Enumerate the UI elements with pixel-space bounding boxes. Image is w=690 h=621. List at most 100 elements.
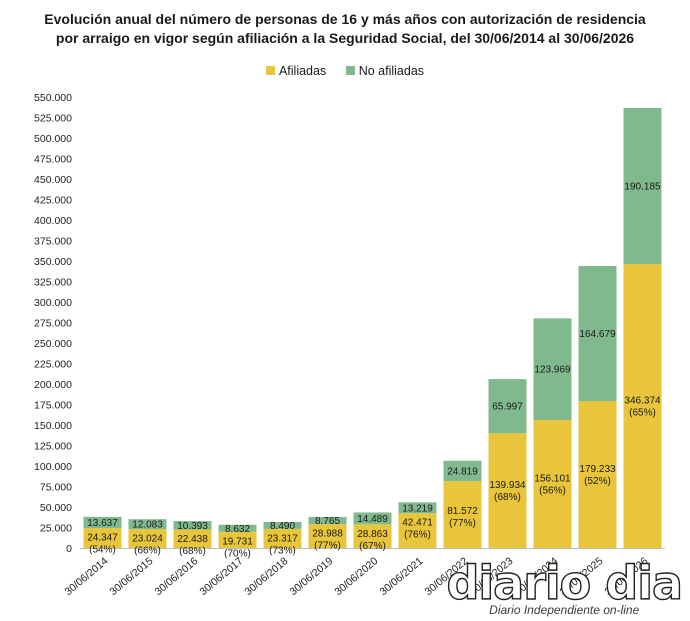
bar-no-afiliadas <box>128 519 167 530</box>
data-label-afiliadas: 139.934 <box>489 480 526 491</box>
chart-title-line-1: Evolución anual del número de personas d… <box>44 11 646 27</box>
y-tick-label: 425.000 <box>34 195 72 207</box>
bar-afiliadas <box>308 524 347 548</box>
bar-afiliadas <box>218 531 257 548</box>
data-label-no-afiliadas: 8.632 <box>225 524 250 535</box>
bar-afiliadas <box>623 263 662 548</box>
y-tick-label: 100.000 <box>34 461 72 473</box>
legend-swatch-afiliadas <box>265 66 275 75</box>
y-tick-label: 550.000 <box>34 92 72 104</box>
watermark-logo: diario dia <box>446 556 684 610</box>
bar-afiliadas <box>578 401 617 548</box>
data-label-no-afiliadas: 24.819 <box>447 466 478 477</box>
bar-no-afiliadas <box>488 379 527 434</box>
y-tick-label: 350.000 <box>34 256 72 268</box>
bar-afiliadas <box>443 481 482 548</box>
data-label-no-afiliadas: 10.393 <box>177 521 208 532</box>
y-tick-label: 175.000 <box>34 400 72 412</box>
legend-swatch-no-afiliadas <box>345 66 355 75</box>
watermark: diario dia Diario Independiente on-line <box>446 556 684 617</box>
bar-no-afiliadas <box>308 517 347 525</box>
bar-afiliadas <box>128 529 167 548</box>
data-label-afiliadas: 28.863 <box>357 529 388 540</box>
bar-no-afiliadas <box>623 108 662 264</box>
y-tick-label: 150.000 <box>34 420 72 432</box>
x-tick-label: 30/06/2018 <box>242 555 290 598</box>
data-label-no-afiliadas: 14.489 <box>357 514 388 525</box>
y-tick-label: 200.000 <box>34 379 72 391</box>
x-tick-label: 30/06/2016 <box>152 555 200 598</box>
data-label-percent: (77%) <box>314 541 341 552</box>
data-label-no-afiliadas: 13.637 <box>87 518 118 529</box>
x-tick-label: 30/06/2015 <box>107 555 155 598</box>
data-label-afiliadas: 346.374 <box>624 395 661 406</box>
chart-legend: Afiliadas No afiliadas <box>0 64 690 78</box>
data-label-percent: (52%) <box>584 476 611 487</box>
bar-no-afiliadas <box>443 460 482 482</box>
data-label-percent: (54%) <box>89 545 116 556</box>
bar-no-afiliadas <box>578 265 617 402</box>
data-label-percent: (68%) <box>179 546 206 557</box>
data-label-percent: (66%) <box>134 546 161 557</box>
data-label-no-afiliadas: 8.765 <box>315 516 340 527</box>
bar-no-afiliadas <box>398 502 437 514</box>
data-label-afiliadas: 23.024 <box>132 534 163 545</box>
bar-no-afiliadas <box>533 318 572 420</box>
bar-afiliadas <box>173 529 212 548</box>
y-tick-label: 275.000 <box>34 318 72 330</box>
bar-afiliadas <box>488 433 527 548</box>
data-label-no-afiliadas: 12.083 <box>132 520 163 531</box>
chart-title: Evolución anual del número de personas d… <box>0 10 690 48</box>
y-tick-label: 300.000 <box>34 297 72 309</box>
bar-afiliadas <box>533 419 572 548</box>
y-tick-label: 475.000 <box>34 154 72 166</box>
data-label-no-afiliadas: 8.490 <box>270 521 295 532</box>
y-tick-label: 125.000 <box>34 441 72 453</box>
y-tick-label: 400.000 <box>34 215 72 227</box>
data-label-no-afiliadas: 190.185 <box>624 181 661 192</box>
data-label-afiliadas: 81.572 <box>447 506 478 517</box>
data-label-percent: (56%) <box>539 485 566 496</box>
x-tick-label: 30/06/2020 <box>332 555 380 598</box>
legend-label-no-afiliadas: No afiliadas <box>358 64 425 78</box>
x-tick-label: 30/06/2021 <box>377 555 425 598</box>
data-label-afiliadas: 156.101 <box>534 473 571 484</box>
y-tick-label: 500.000 <box>34 133 72 145</box>
x-tick-label: 30/06/2014 <box>62 555 110 598</box>
data-label-afiliadas: 23.317 <box>267 533 298 544</box>
y-tick-label: 25.000 <box>40 523 72 535</box>
y-tick-label: 450.000 <box>34 174 72 186</box>
data-label-percent: (77%) <box>449 518 476 529</box>
bar-afiliadas <box>353 524 392 548</box>
bar-afiliadas <box>398 513 437 548</box>
bar-no-afiliadas <box>83 516 122 529</box>
data-label-afiliadas: 22.438 <box>177 534 208 545</box>
chart-title-line-2: por arraigo en vigor según afiliación a … <box>55 30 635 46</box>
y-tick-label: 525.000 <box>34 113 72 125</box>
data-label-afiliadas: 28.988 <box>312 529 343 540</box>
bar-no-afiliadas <box>353 512 392 525</box>
data-label-percent: (73%) <box>269 545 296 556</box>
y-tick-label: 375.000 <box>34 236 72 248</box>
data-label-no-afiliadas: 123.969 <box>534 365 571 376</box>
data-label-no-afiliadas: 13.219 <box>402 503 433 514</box>
data-label-percent: (65%) <box>629 407 656 418</box>
x-tick-label: 30/06/2019 <box>287 555 335 598</box>
bar-no-afiliadas <box>263 521 302 529</box>
data-label-percent: (67%) <box>359 541 386 552</box>
legend-item-no-afiliadas: No afiliadas <box>345 64 425 78</box>
bar-afiliadas <box>263 528 302 548</box>
data-label-no-afiliadas: 164.679 <box>579 329 616 340</box>
data-label-percent: (76%) <box>404 530 431 541</box>
legend-item-afiliadas: Afiliadas <box>265 64 327 78</box>
x-tick-label: 30/06/2017 <box>197 555 245 598</box>
watermark-tagline: Diario Independiente on-line <box>489 603 640 617</box>
data-label-afiliadas: 19.731 <box>222 536 253 547</box>
legend-label-afiliadas: Afiliadas <box>278 64 327 78</box>
y-tick-label: 225.000 <box>34 359 72 371</box>
data-label-percent: (70%) <box>224 548 251 559</box>
data-label-afiliadas: 24.347 <box>87 533 118 544</box>
bar-no-afiliadas <box>218 524 257 532</box>
data-label-afiliadas: 179.233 <box>579 464 616 475</box>
